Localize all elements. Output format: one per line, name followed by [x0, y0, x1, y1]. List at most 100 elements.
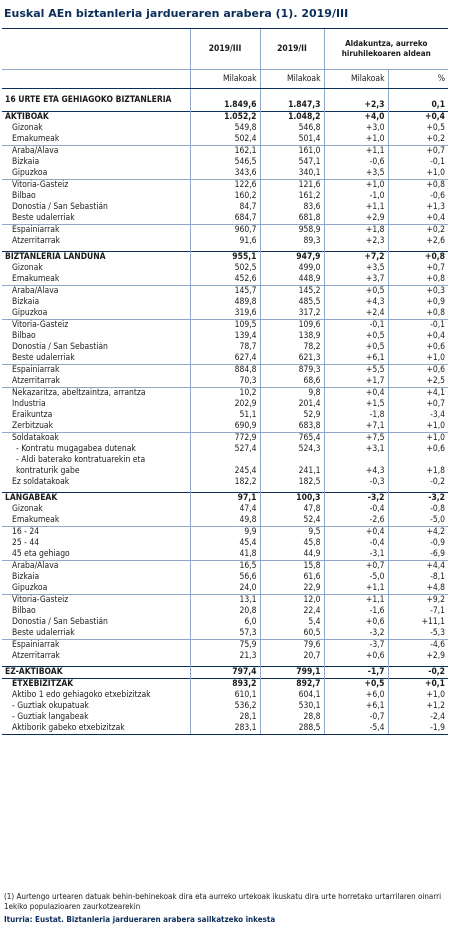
row-label: Espainiarrak — [2, 364, 190, 376]
value-2019-ii: 138,9 — [259, 331, 324, 342]
change-abs: +1,5 — [323, 399, 388, 410]
value-2019-iii: 546,5 — [189, 157, 260, 168]
change-abs: +7,2 — [323, 251, 388, 263]
change-pct: +0,4 — [387, 331, 449, 342]
row-label: Donostia / San Sebastián — [12, 617, 108, 627]
value-2019-iii: 489,8 — [189, 297, 260, 308]
change-abs: -3,2 — [323, 492, 388, 504]
value-2019-iii: 28,1 — [189, 712, 260, 723]
value-2019-ii: 121,6 — [259, 179, 324, 191]
value-2019-ii: 530,1 — [259, 701, 324, 712]
change-abs: +0,4 — [323, 387, 388, 399]
spacer-cell — [323, 662, 388, 667]
table-row: - Aldi baterako kontratuarekin eta kontr… — [2, 455, 449, 477]
row-label: Donostia / San Sebastián — [12, 202, 108, 212]
value-2019-iii: 684,7 — [189, 213, 260, 225]
row-label: Gizonak — [12, 504, 43, 514]
value-2019-iii: 10,2 — [189, 387, 260, 399]
change-abs: -2,6 — [323, 515, 388, 527]
change-abs: +0,4 — [323, 526, 388, 538]
value-2019-ii: 547,1 — [259, 157, 324, 168]
value-2019-iii: 16,5 — [189, 560, 260, 572]
table-row: EZ-AKTIBOAK 797,4 799,1 -1,7 -0,2 — [2, 666, 449, 679]
table-row: Bizkaia 489,8 485,5 +4,3 +0,9 — [2, 297, 449, 308]
change-abs: -5,4 — [323, 723, 388, 735]
value-2019-ii: 61,6 — [259, 572, 324, 583]
value-2019-ii: 947,9 — [259, 251, 324, 263]
value-2019-iii: 51,1 — [189, 410, 260, 421]
value-2019-iii: 91,6 — [189, 236, 260, 247]
change-abs: +1,1 — [323, 594, 388, 606]
change-abs: -0,3 — [323, 477, 388, 488]
change-abs: +0,6 — [323, 617, 388, 628]
value-2019-iii: 57,3 — [189, 628, 260, 640]
value-2019-iii: 502,4 — [189, 134, 260, 146]
change-pct: -0,2 — [387, 477, 449, 488]
change-pct: -0,2 — [387, 666, 449, 679]
change-pct: -0,6 — [387, 191, 449, 202]
change-pct: +0,7 — [387, 263, 449, 274]
table-row: Ez soldatakoak 182,2 182,5 -0,3 -0,2 — [2, 477, 449, 488]
table-row: Araba/Álava 16,5 15,8 +0,7 +4,4 — [2, 560, 449, 572]
value-2019-iii: 549,8 — [189, 123, 260, 134]
change-abs: -1,0 — [323, 191, 388, 202]
change-pct: +0,7 — [387, 399, 449, 410]
value-2019-ii: 499,0 — [259, 263, 324, 274]
change-abs: +1,7 — [323, 376, 388, 388]
value-2019-ii: 501,4 — [259, 134, 324, 146]
value-2019-ii: 448,9 — [259, 274, 324, 286]
row-label: Vitoria-Gasteiz — [2, 319, 190, 331]
change-abs: +3,1 — [323, 444, 388, 455]
change-abs: +6,0 — [323, 690, 388, 701]
value-2019-iii: 343,6 — [189, 168, 260, 180]
value-2019-iii: 319,6 — [189, 308, 260, 320]
table-row: 45 eta gehiago 41,8 44,9 -3,1 -6,9 — [2, 549, 449, 561]
value-2019-iii: 45,4 — [189, 538, 260, 549]
change-abs: -3,1 — [323, 549, 388, 561]
row-label: Donostia / San Sebastián — [12, 342, 108, 352]
value-2019-ii: 621,3 — [259, 353, 324, 365]
table-row: Gipuzkoa 343,6 340,1 +3,5 +1,0 — [2, 168, 449, 180]
change-abs: +0,5 — [323, 285, 388, 297]
change-pct: +1,0 — [387, 432, 449, 444]
table-row: 25 - 44 45,4 45,8 -0,4 -0,9 — [2, 538, 449, 549]
value-2019-ii: 161,2 — [259, 191, 324, 202]
value-2019-ii: 524,3 — [259, 444, 324, 455]
row-label: Beste udalerriak — [12, 353, 75, 363]
spacer-cell — [189, 488, 260, 493]
value-2019-iii: 78,7 — [189, 342, 260, 353]
value-2019-ii: 100,3 — [259, 492, 324, 504]
row-label: Espainiarrak — [2, 639, 190, 651]
value-2019-ii: 765,4 — [259, 432, 324, 444]
value-2019-ii: 317,2 — [259, 308, 324, 320]
change-pct: +2,9 — [387, 651, 449, 662]
table-row: Emakumeak 452,6 448,9 +3,7 +0,8 — [2, 274, 449, 286]
value-2019-iii: 41,8 — [189, 549, 260, 561]
table-row: Espainiarrak 884,8 879,3 +5,5 +0,6 — [2, 364, 449, 376]
value-2019-ii: 241,1 — [259, 455, 324, 477]
header-2019-ii: 2019/II — [259, 28, 324, 70]
row-label: Vitoria-Gasteiz — [2, 179, 190, 191]
change-pct: +1,2 — [387, 701, 449, 712]
change-pct: +0,1 — [387, 678, 449, 690]
value-2019-iii: 97,1 — [189, 492, 260, 504]
row-label: Araba/Álava — [2, 560, 190, 572]
change-pct: -0,8 — [387, 504, 449, 515]
table-row: Gizonak 47,4 47,8 -0,4 -0,8 — [2, 504, 449, 515]
row-label: Soldatakoak — [2, 432, 190, 444]
table-row: Espainiarrak 960,7 958,9 +1,8 +0,2 — [2, 224, 449, 236]
table-row: Aktiborik gabeko etxebizitzak 283,1 288,5-… — [2, 723, 449, 735]
change-pct: +1,0 — [387, 690, 449, 701]
value-2019-iii: 1.052,2 — [189, 111, 260, 123]
change-pct: -3,2 — [387, 492, 449, 504]
table-row: Bilbao 20,8 22,4 -1,6 -7,1 — [2, 606, 449, 617]
value-2019-iii: 47,4 — [189, 504, 260, 515]
change-pct: -1,9 — [387, 723, 449, 735]
change-abs: +5,5 — [323, 364, 388, 376]
value-2019-iii: 24,0 — [189, 583, 260, 595]
change-pct: +0,8 — [387, 251, 449, 263]
change-pct: -4,6 — [387, 639, 449, 651]
table-row: 16 URTE ETA GEHIAGOKO BIZTANLERIA 1.849,6… — [2, 88, 449, 112]
change-pct: +4,4 — [387, 560, 449, 572]
change-abs: +3,5 — [323, 263, 388, 274]
